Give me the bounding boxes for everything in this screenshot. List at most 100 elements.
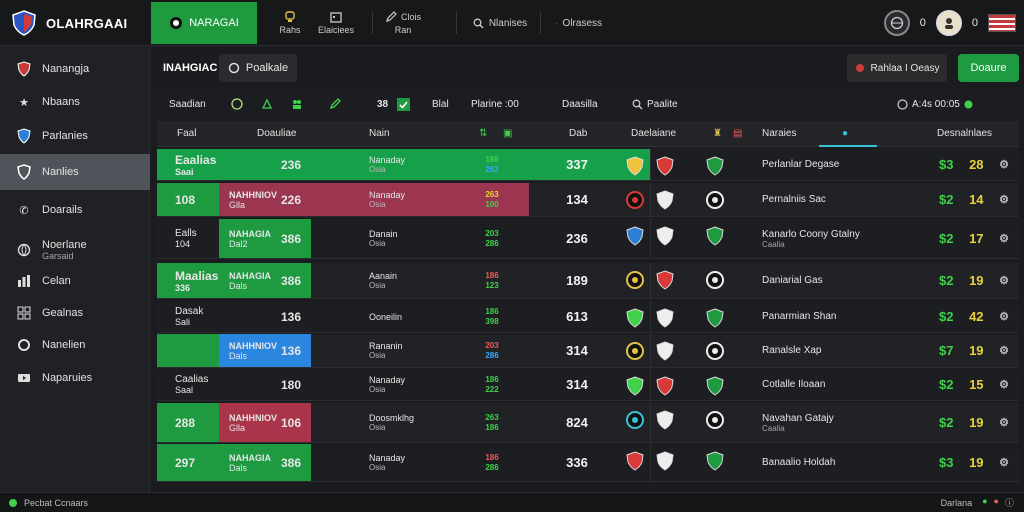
language-flag-icon[interactable] (988, 14, 1016, 32)
top-nav-item-0[interactable]: Rahs (278, 6, 302, 40)
row-odds-away[interactable]: 100 (485, 200, 499, 209)
row-odds-home[interactable]: 263 (485, 413, 499, 422)
row-result-odds[interactable]: $2 (939, 273, 954, 288)
row-odds-away[interactable]: 186 (485, 423, 499, 432)
row-odds-home[interactable]: 186 (485, 307, 499, 316)
check-icon[interactable] (397, 97, 410, 111)
table-row[interactable]: NAHHNIOV Dals 136 Rananin Osia 203 286 3… (157, 334, 1019, 368)
col-header[interactable]: Faal (177, 128, 197, 139)
filter-button[interactable]: Rahlaa I Oeasy (847, 54, 947, 82)
row-result-value[interactable]: 19 (969, 273, 984, 288)
tab-secondary[interactable]: Poalkale (219, 54, 297, 82)
top-nav-item-2[interactable]: Clois Ran (386, 6, 421, 40)
sidebar-item-label: Gealnas (42, 307, 83, 319)
tab-active[interactable]: NARAGAI (151, 2, 257, 44)
top-nav-item-1[interactable]: Elaiciees (313, 6, 359, 40)
row-action-icon[interactable]: ⚙ (999, 275, 1009, 287)
row-odds-home[interactable]: 186 (485, 453, 499, 462)
row-odds-home[interactable]: 263 (485, 190, 499, 199)
table-row[interactable]: 297 NAHAGIA Dals 386 Nanaday Osia 186 28… (157, 444, 1019, 482)
sidebar-item-9[interactable]: Naparuies (0, 361, 150, 395)
row-result-value[interactable]: 15 (969, 377, 984, 392)
row-odds-home[interactable]: 186 (485, 271, 499, 280)
trophy-icon[interactable]: ♜ (713, 128, 722, 139)
col-header[interactable]: Desnalnlaes (937, 128, 993, 139)
sidebar-item-4[interactable]: ✆ Doarails (0, 193, 150, 227)
col-header[interactable]: Doauliae (257, 128, 297, 139)
filter-right2[interactable]: Paalite (632, 99, 678, 110)
info-icon[interactable]: ⓘ (1004, 498, 1014, 508)
row-odds-away[interactable]: 286 (485, 239, 499, 248)
team-icon[interactable] (291, 98, 303, 110)
row-action-icon[interactable]: ⚙ (999, 159, 1009, 171)
table-row[interactable]: Ealls 104 NAHAGIA Dal2 386 Danain Osia 2… (157, 219, 1019, 259)
sidebar-item-0[interactable]: Nanangja (0, 52, 150, 86)
col-header[interactable]: Daelaiane (631, 128, 677, 139)
row-odds-away[interactable]: 286 (485, 463, 499, 472)
top-nav-item-3[interactable]: Nlanises (472, 6, 528, 40)
table-row[interactable]: 288 NAHHNIOV Glla 106 Doosmklhg Osia 263… (157, 403, 1019, 443)
row-result-odds[interactable]: $7 (939, 343, 954, 358)
col-header[interactable]: Nain (369, 128, 390, 139)
col-header[interactable]: Dab (569, 128, 588, 139)
ball-icon[interactable] (231, 98, 243, 110)
col-header[interactable]: Naraies (762, 128, 797, 139)
row-odds-away[interactable]: 262 (485, 165, 499, 174)
row-result-value[interactable]: 14 (969, 192, 984, 207)
row-result-odds[interactable]: $3 (939, 455, 954, 470)
row-team-value: 236 (280, 157, 301, 172)
sidebar-item-6[interactable]: Celan (0, 264, 150, 298)
row-action-icon[interactable]: ⚙ (999, 457, 1009, 469)
primary-button[interactable]: Doaure (958, 54, 1019, 82)
row-result-value[interactable]: 19 (969, 415, 984, 430)
row-result-value[interactable]: 19 (969, 343, 984, 358)
row-lead: Caalias (175, 374, 209, 385)
row-action-icon[interactable]: ⚙ (999, 345, 1009, 357)
sidebar-item-2[interactable]: Parlanies (0, 119, 150, 153)
filter-icon[interactable]: ▣ (503, 128, 513, 139)
sidebar-item-3[interactable]: Nanlies (0, 154, 150, 190)
shoe-icon[interactable] (261, 98, 273, 110)
sidebar-item-8[interactable]: Nanelien (0, 328, 150, 362)
row-result-odds[interactable]: $3 (939, 157, 954, 172)
row-result-value[interactable]: 19 (969, 455, 984, 470)
row-result-value[interactable]: 17 (969, 231, 984, 246)
row-action-icon[interactable]: ⚙ (999, 233, 1009, 245)
drop-icon[interactable]: ● (842, 128, 849, 139)
row-result-odds[interactable]: $2 (939, 377, 954, 392)
tab-main[interactable]: INAHGIAC (163, 62, 218, 74)
row-odds-away[interactable]: 222 (485, 385, 499, 394)
row-odds-home[interactable]: 203 (485, 229, 499, 238)
table-row[interactable]: Maalias 336 NAHAGIA Dals 386 Aanain Osia… (157, 263, 1019, 299)
sidebar-item-5[interactable]: Noerlane Garsaid (0, 231, 150, 269)
row-odds-away[interactable]: 123 (485, 281, 499, 290)
row-odds-home[interactable]: 186 (485, 375, 499, 384)
table-row[interactable]: Dasak Sali 136 Ooneilin 186 398 613 Pana… (157, 301, 1019, 333)
row-action-icon[interactable]: ⚙ (999, 194, 1009, 206)
row-action-icon[interactable]: ⚙ (999, 311, 1009, 323)
table-row[interactable]: Eaalias Saai 236 Nanaday Osia 186 262 33… (157, 149, 1019, 181)
avatar[interactable] (935, 10, 962, 36)
row-result-odds[interactable]: $2 (939, 192, 954, 207)
sort-icon[interactable]: ⇅ (479, 128, 488, 139)
row-odds-home[interactable]: 203 (485, 341, 499, 350)
row-odds-home[interactable]: 186 (485, 155, 499, 164)
flag-icon[interactable]: ▤ (733, 128, 743, 139)
top-nav-item-4[interactable]: Olrasess (556, 6, 602, 40)
row-action-icon[interactable]: ⚙ (999, 379, 1009, 391)
row-odds-away[interactable]: 286 (485, 351, 499, 360)
sidebar-item-1[interactable]: ★ Nbaans (0, 85, 150, 119)
row-odds-away[interactable]: 398 (485, 317, 499, 326)
pencil-icon[interactable] (329, 98, 341, 110)
sidebar-item-7[interactable]: Gealnas (0, 296, 150, 330)
row-action-icon[interactable]: ⚙ (999, 417, 1009, 429)
row-result-odds[interactable]: $2 (939, 415, 954, 430)
row-result-odds[interactable]: $2 (939, 309, 954, 324)
row-result-value[interactable]: 42 (969, 309, 984, 324)
brand[interactable]: OLAHRGAAI (0, 0, 150, 46)
row-result-value[interactable]: 28 (969, 157, 984, 172)
table-row[interactable]: Caalias Saal 180 Nanaday Osia 186 222 31… (157, 369, 1019, 401)
globe-icon[interactable] (883, 10, 910, 36)
row-result-odds[interactable]: $2 (939, 231, 954, 246)
table-row[interactable]: 108 NAHHNIOV Glla 226 Nanaday Osia 263 1… (157, 183, 1019, 217)
